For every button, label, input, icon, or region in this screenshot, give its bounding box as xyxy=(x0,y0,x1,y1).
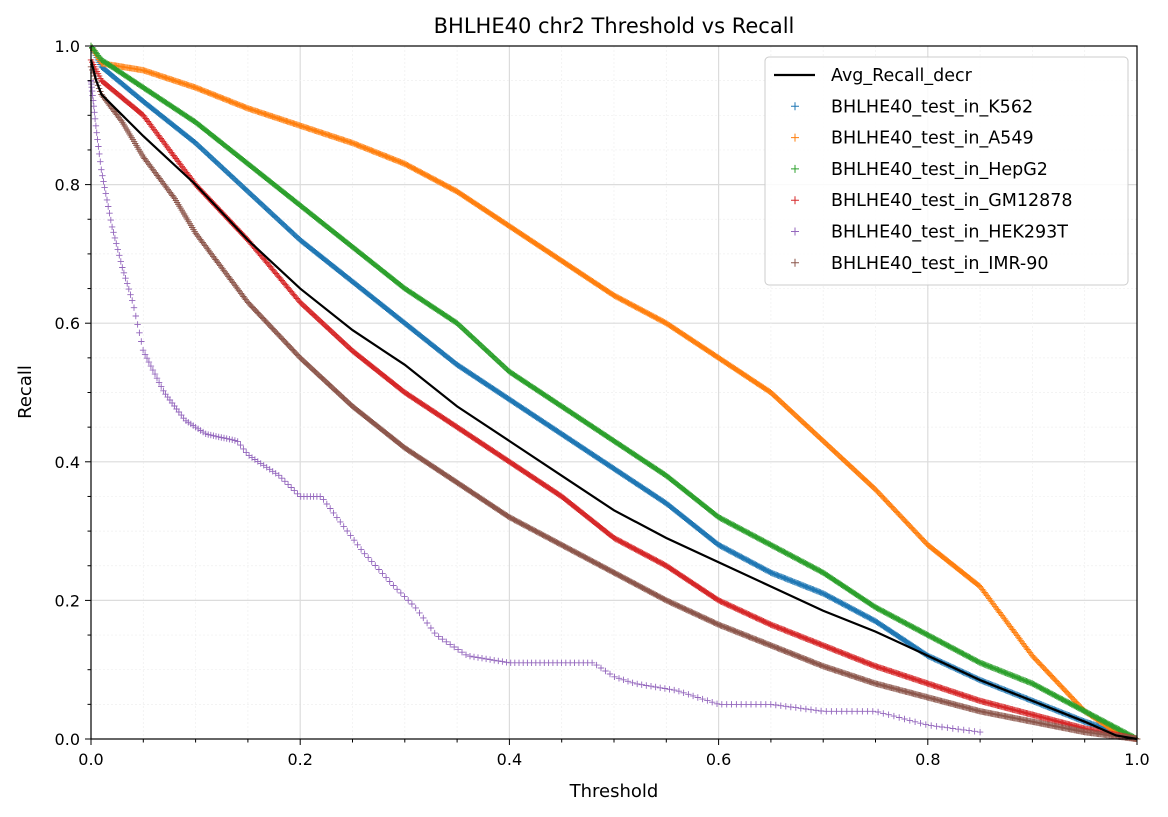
x-tick-label: 0.6 xyxy=(706,750,731,769)
legend-item: BHLHE40_test_in_GM12878 xyxy=(791,191,1073,211)
series-line-Avg_Recall_decr xyxy=(89,59,1138,741)
x-axis-title: Threshold xyxy=(569,781,659,802)
y-tick-label: 0.2 xyxy=(55,591,80,610)
y-tick-label: 0.6 xyxy=(55,314,80,333)
legend-marker-swatch xyxy=(791,164,799,173)
legend-box xyxy=(764,56,1129,286)
legend-marker-swatch xyxy=(791,133,799,142)
legend-label: BHLHE40_test_in_HEK293T xyxy=(831,223,1068,243)
legend-marker-swatch xyxy=(791,258,799,267)
axis-ticks: 0.0 0.2 0.4 0.6 0.8 1.0 0.0 0.2 0.4 0.6 0.8 1.0 xyxy=(55,37,1150,769)
legend-item: BHLHE40_test_in_K562 xyxy=(791,97,1033,117)
y-tick-label: 1.0 xyxy=(55,37,80,56)
legend-marker-swatch xyxy=(791,102,799,111)
legend-label: BHLHE40_test_in_IMR-90 xyxy=(831,254,1049,274)
y-tick-label: 0.4 xyxy=(55,453,80,472)
legend-label: Avg_Recall_decr xyxy=(831,66,973,86)
legend-label: BHLHE40_test_in_HepG2 xyxy=(831,160,1048,180)
x-tick-label: 0.8 xyxy=(915,750,940,769)
y-tick-label: 0.8 xyxy=(55,176,80,195)
y-axis-title: Recall xyxy=(15,365,36,419)
legend-marker-swatch xyxy=(791,196,799,205)
legend: Avg_Recall_decr BHLHE40_test_in_K562 BHLHE… xyxy=(764,56,1129,286)
chart-title: BHLHE40 chr2 Threshold vs Recall xyxy=(434,14,795,38)
y-tick-label: 0.0 xyxy=(55,730,80,749)
legend-item: BHLHE40_test_in_A549 xyxy=(791,129,1034,149)
x-tick-label: 0.4 xyxy=(497,750,522,769)
legend-label: BHLHE40_test_in_GM12878 xyxy=(831,191,1073,211)
x-tick-label: 0.0 xyxy=(78,750,103,769)
legend-item: Avg_Recall_decr xyxy=(774,66,973,86)
legend-marker-swatch xyxy=(791,227,799,236)
series-layer xyxy=(87,42,1141,743)
legend-label: BHLHE40_test_in_A549 xyxy=(831,129,1034,149)
x-tick-label: 1.0 xyxy=(1124,750,1149,769)
legend-item: BHLHE40_test_in_IMR-90 xyxy=(791,254,1049,274)
legend-label: BHLHE40_test_in_K562 xyxy=(831,97,1033,117)
legend-item: BHLHE40_test_in_HepG2 xyxy=(791,160,1048,180)
legend-item: BHLHE40_test_in_HEK293T xyxy=(791,223,1068,243)
x-tick-label: 0.2 xyxy=(287,750,312,769)
